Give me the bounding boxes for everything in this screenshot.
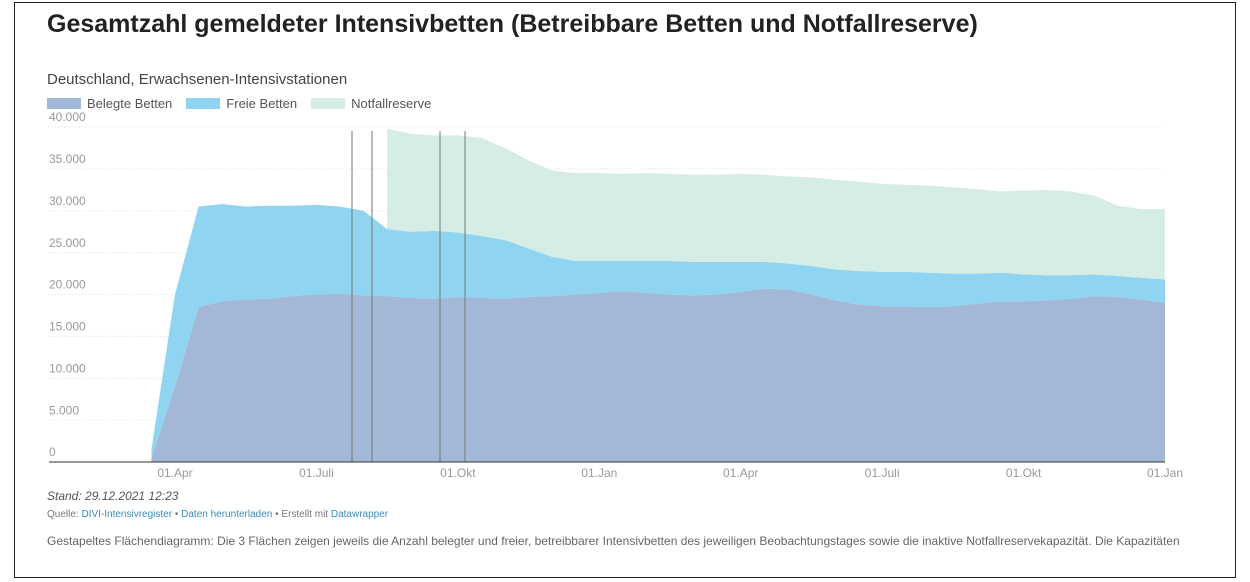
- chart-subtitle: Deutschland, Erwachsenen-Intensivstation…: [47, 71, 348, 88]
- legend-item: Freie Betten: [186, 96, 297, 111]
- frame: Gesamtzahl gemeldeter Intensivbetten (Be…: [14, 2, 1236, 578]
- x-tick-label: 01.Apr: [723, 466, 758, 480]
- x-tick-label: 01.Juli: [299, 466, 334, 480]
- legend-swatch: [311, 98, 346, 109]
- y-tick-label: 20.000: [49, 278, 86, 292]
- x-tick-label: 01.Okt: [1006, 466, 1042, 480]
- x-tick-label: 01.Apr: [157, 466, 192, 480]
- chart: 0 5.000 10.000 15.000 20.000 25.000 30.000 35.0…: [49, 111, 1183, 480]
- x-tick-label: 01.Jan: [581, 466, 617, 480]
- y-tick-label: 35.000: [49, 152, 86, 166]
- y-tick-label: 0: [49, 445, 56, 459]
- legend-swatch: [47, 98, 81, 109]
- area: [387, 128, 1166, 280]
- source-part: Erstellt mit: [281, 509, 329, 520]
- description: Gestapeltes Flächendiagramm: Die 3 Fläch…: [47, 534, 1180, 548]
- x-tick-label: 01.Jan: [1147, 466, 1183, 480]
- legend: Belegte Betten Freie Betten Notfallreserve: [47, 96, 431, 111]
- y-tick-label: 40.000: [49, 111, 86, 124]
- y-tick-label: 10.000: [49, 361, 86, 375]
- source-part: Quelle:: [47, 509, 79, 520]
- x-tick-label: 01.Juli: [865, 466, 900, 480]
- legend-item: Notfallreserve: [311, 96, 431, 111]
- area: [151, 204, 1165, 458]
- x-tick-label: 01.Okt: [440, 466, 476, 480]
- y-tick-label: 15.000: [49, 320, 86, 334]
- source-part[interactable]: Datawrapper: [330, 509, 389, 520]
- y-tick-label: 25.000: [49, 236, 86, 250]
- source-part: •: [174, 509, 179, 520]
- legend-label: Freie Betten: [226, 96, 298, 111]
- legend-swatch: [186, 98, 221, 109]
- y-tick-label: 5.000: [49, 403, 79, 417]
- area: [151, 288, 1165, 462]
- source: Quelle: DIVI-Intensivregister • Daten he…: [47, 509, 388, 520]
- y-tick-label: 30.000: [49, 194, 86, 208]
- legend-label: Belegte Betten: [87, 96, 173, 111]
- legend-label: Notfallreserve: [351, 96, 432, 111]
- stand: Stand: 29.12.2021 12:23: [47, 489, 179, 503]
- source-part[interactable]: Daten herunterladen: [181, 509, 273, 520]
- chart-title: Gesamtzahl gemeldeter Intensivbetten (Be…: [47, 10, 978, 38]
- legend-item: Belegte Betten: [47, 96, 172, 111]
- source-part[interactable]: DIVI-Intensivregister: [81, 509, 173, 520]
- source-part: •: [275, 509, 279, 520]
